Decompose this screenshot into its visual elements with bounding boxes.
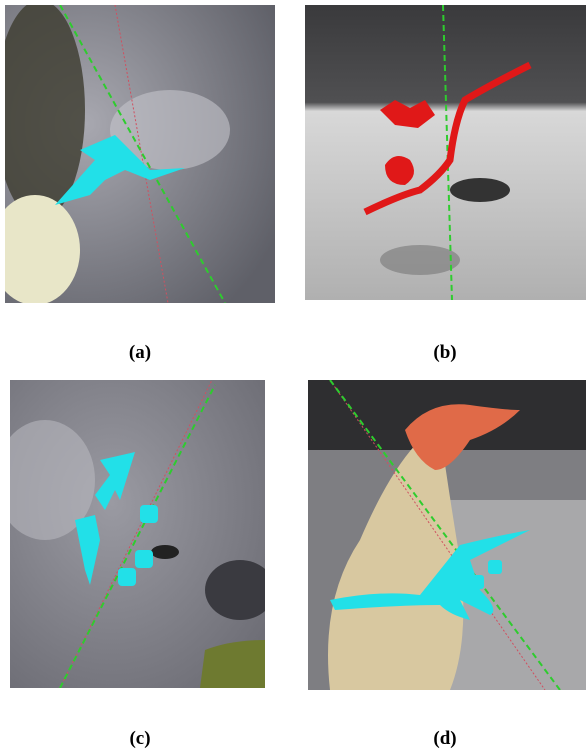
caption: (a): [129, 342, 151, 363]
figure: (a) (b) (c) (d): [0, 0, 586, 751]
caption: (b): [433, 342, 456, 363]
panel-c: [0, 380, 275, 688]
page: (a) (b) (c) (d) (() => { const data = JS…: [0, 0, 586, 751]
panel-d: [308, 380, 586, 690]
caption: (c): [129, 728, 150, 749]
panel-a: [0, 0, 275, 305]
panel-b: [305, 5, 586, 300]
caption: (d): [433, 728, 456, 749]
